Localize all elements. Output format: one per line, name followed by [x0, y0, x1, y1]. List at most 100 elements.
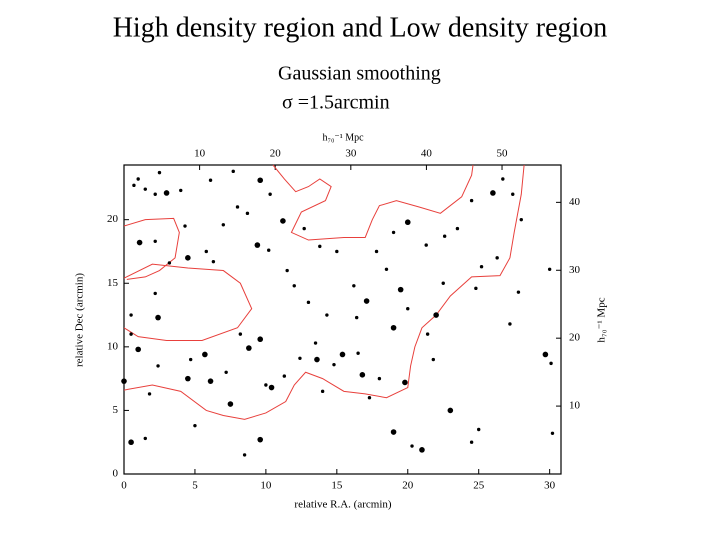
galaxy-point	[374, 249, 379, 254]
galaxy-point	[516, 290, 521, 294]
galaxy-point	[549, 361, 553, 366]
x-tick-label: 20	[402, 480, 414, 492]
y-axis-label: relative Dec (arcmin)	[74, 273, 86, 367]
galaxy-point	[235, 205, 240, 209]
galaxy-point	[204, 249, 208, 254]
galaxy-point	[320, 389, 325, 394]
galaxy-point	[132, 183, 136, 188]
galaxy-point	[135, 346, 141, 353]
galaxy-point	[359, 372, 366, 378]
y2-tick-label: 30	[569, 264, 581, 276]
x-tick-label: 15	[331, 480, 343, 492]
galaxy-point	[227, 401, 234, 407]
galaxy-point	[542, 351, 549, 358]
y2-tick-label: 10	[569, 400, 581, 412]
y2-tick-label: 20	[569, 332, 581, 344]
contour	[123, 164, 525, 420]
galaxy-point	[425, 332, 430, 336]
galaxy-point	[377, 376, 382, 381]
galaxy-point	[167, 261, 172, 265]
galaxy-point	[143, 187, 147, 191]
galaxy-point	[246, 345, 252, 351]
galaxy-point	[156, 364, 160, 368]
galaxy-point	[384, 267, 389, 271]
x-tick-label: 5	[192, 480, 198, 492]
galaxy-point	[298, 356, 302, 360]
galaxy-point	[136, 177, 140, 181]
x2-tick-label: 20	[270, 148, 282, 160]
galaxy-point	[129, 332, 133, 336]
x2-tick-label: 50	[497, 148, 509, 160]
galaxy-point	[257, 436, 264, 443]
x-tick-label: 30	[544, 480, 556, 492]
galaxy-point	[268, 384, 275, 391]
galaxy-point	[501, 177, 505, 181]
galaxy-point	[314, 356, 320, 363]
galaxy-point	[402, 379, 408, 386]
galaxy-point	[356, 351, 360, 355]
galaxy-point	[363, 298, 370, 304]
x2-tick-label: 40	[421, 148, 433, 160]
y-tick-label: 15	[107, 277, 119, 289]
plot-frame	[123, 164, 562, 475]
galaxy-point	[207, 378, 214, 384]
galaxy-point	[185, 255, 191, 261]
galaxy-point	[136, 239, 143, 246]
galaxy-point	[254, 242, 261, 248]
galaxy-point	[183, 224, 187, 228]
galaxy-point	[390, 429, 397, 435]
galaxy-point	[264, 383, 268, 387]
x2-axis-label: h₇₀⁻¹ Mpc	[322, 132, 364, 143]
galaxy-point	[397, 286, 404, 293]
galaxy-point	[339, 351, 346, 358]
galaxy-point	[511, 192, 515, 196]
galaxy-point	[242, 453, 247, 457]
slide-title: High density region and Low density regi…	[113, 12, 608, 43]
galaxy-point	[257, 177, 264, 184]
x-tick-label: 25	[473, 480, 485, 492]
galaxy-point	[282, 374, 287, 378]
galaxy-point	[404, 219, 411, 226]
galaxy-point	[508, 322, 512, 326]
galaxy-point	[477, 427, 481, 432]
galaxy-point	[128, 439, 134, 446]
galaxy-point	[121, 378, 127, 384]
galaxy-point	[406, 306, 410, 311]
galaxy-point	[208, 178, 213, 182]
galaxy-point	[238, 332, 243, 336]
galaxy-point	[157, 170, 162, 175]
contour	[123, 217, 180, 280]
galaxy-point	[479, 265, 484, 269]
x-axis-label: relative R.A. (arcmin)	[294, 499, 391, 511]
galaxy-point	[245, 211, 250, 216]
sigma-label: σ =1.5arcmin	[282, 92, 390, 114]
galaxy-point	[268, 192, 272, 196]
galaxy-point	[221, 223, 226, 227]
galaxy-point	[410, 444, 414, 448]
x-tick-label: 10	[260, 480, 272, 492]
galaxy-point	[202, 351, 208, 358]
galaxy-point	[292, 284, 296, 288]
contour	[272, 164, 474, 241]
galaxy-point	[153, 239, 157, 243]
galaxy-point	[257, 336, 264, 343]
galaxy-point	[231, 169, 235, 174]
galaxy-point	[519, 217, 523, 222]
y2-axis-label: h₇₀⁻¹ Mpc	[596, 297, 608, 342]
galaxy-point	[129, 313, 133, 317]
galaxy-point	[155, 314, 161, 321]
galaxy-point	[285, 268, 289, 273]
galaxy-point	[442, 234, 447, 238]
galaxy-point	[367, 396, 372, 400]
galaxy-point	[332, 362, 336, 367]
galaxy-point	[490, 190, 496, 196]
galaxy-point	[495, 256, 499, 260]
galaxy-point	[441, 281, 445, 285]
galaxy-point	[352, 284, 356, 288]
galaxy-point	[318, 244, 322, 249]
x2-tick-label: 10	[194, 148, 206, 160]
galaxy-point	[188, 357, 193, 362]
galaxy-point	[455, 226, 460, 231]
x2-tick-label: 30	[345, 148, 357, 160]
galaxy-point	[419, 447, 425, 453]
